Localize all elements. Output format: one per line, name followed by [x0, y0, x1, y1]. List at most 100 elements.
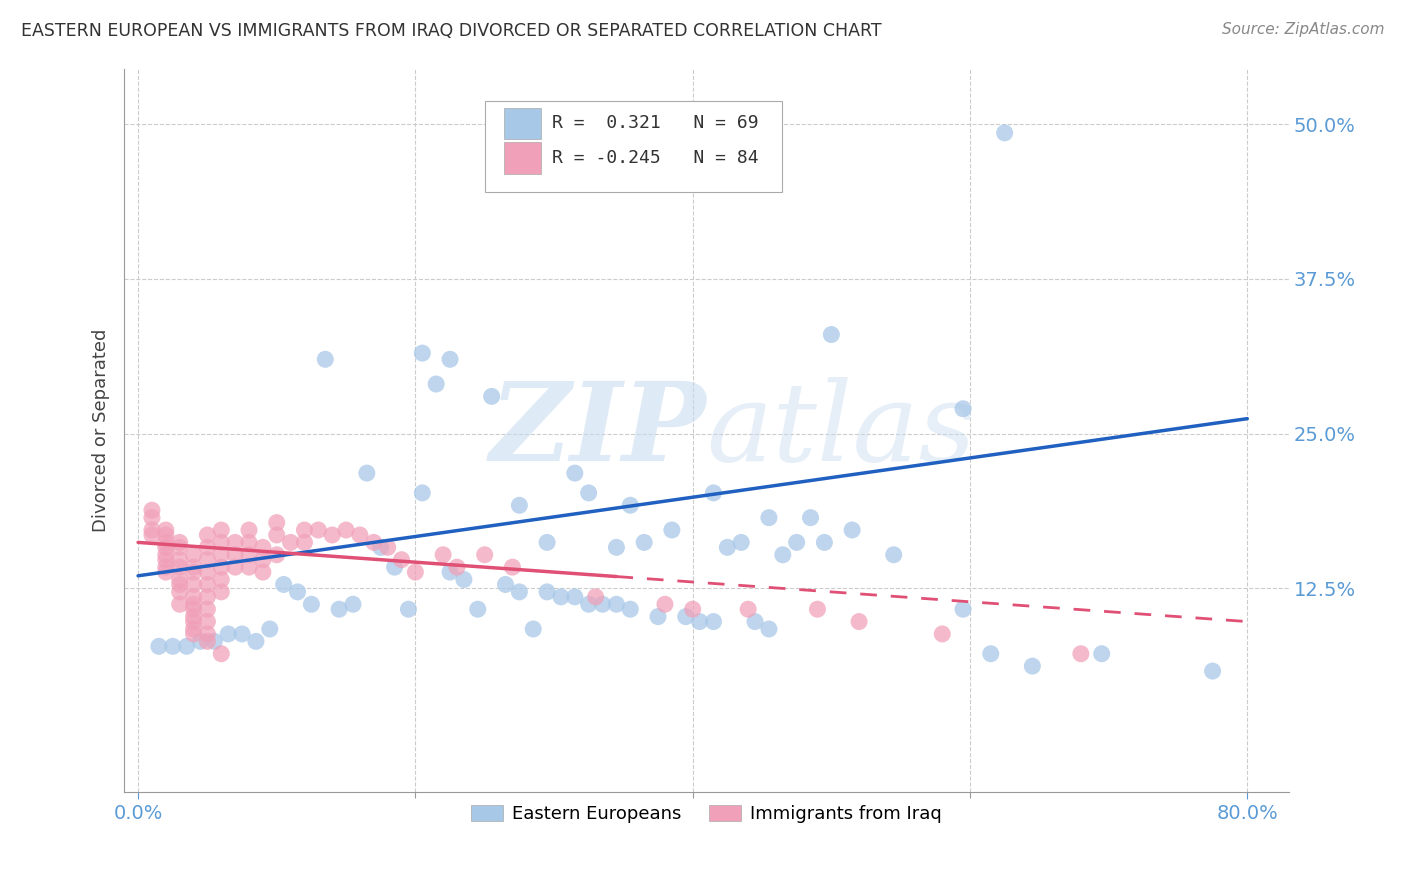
Point — [605, 597, 627, 611]
Point — [411, 486, 433, 500]
Point — [155, 523, 177, 537]
Point — [1021, 659, 1043, 673]
Point — [647, 609, 669, 624]
Point — [183, 565, 205, 579]
Point — [439, 565, 461, 579]
Point — [813, 535, 835, 549]
Point — [183, 548, 205, 562]
Point — [217, 627, 239, 641]
Point — [273, 577, 295, 591]
Point — [190, 634, 212, 648]
Point — [820, 327, 842, 342]
Text: atlas: atlas — [707, 376, 976, 484]
Point — [744, 615, 766, 629]
Point — [155, 535, 177, 549]
Point — [141, 503, 163, 517]
Point — [183, 609, 205, 624]
Point — [169, 573, 191, 587]
Point — [169, 597, 191, 611]
Point — [605, 541, 627, 555]
Point — [578, 486, 600, 500]
Point — [702, 486, 724, 500]
Point — [675, 609, 697, 624]
Point — [633, 535, 655, 549]
Text: Source: ZipAtlas.com: Source: ZipAtlas.com — [1222, 22, 1385, 37]
Point — [508, 585, 530, 599]
Point — [209, 647, 232, 661]
Point — [209, 585, 232, 599]
Point — [183, 602, 205, 616]
Point — [197, 602, 219, 616]
Point — [197, 590, 219, 604]
Point — [377, 541, 399, 555]
Point — [391, 552, 413, 566]
Point — [1091, 647, 1114, 661]
Point — [252, 541, 274, 555]
Point — [183, 622, 205, 636]
Point — [197, 552, 219, 566]
FancyBboxPatch shape — [503, 108, 541, 139]
Point — [848, 615, 870, 629]
Point — [266, 516, 288, 530]
Point — [335, 523, 357, 537]
Point — [224, 535, 246, 549]
Point — [155, 560, 177, 574]
Point — [197, 577, 219, 591]
Point — [252, 552, 274, 566]
Point — [245, 634, 267, 648]
Point — [931, 627, 953, 641]
Point — [702, 615, 724, 629]
Point — [730, 535, 752, 549]
Point — [183, 627, 205, 641]
Point — [183, 615, 205, 629]
Point — [536, 585, 558, 599]
Point — [197, 565, 219, 579]
Point — [619, 498, 641, 512]
Point — [474, 548, 496, 562]
Point — [564, 590, 586, 604]
FancyBboxPatch shape — [503, 143, 541, 174]
Point — [716, 541, 738, 555]
Point — [654, 597, 676, 611]
Point — [197, 528, 219, 542]
Point — [294, 535, 316, 549]
Point — [994, 126, 1017, 140]
Point — [176, 640, 198, 654]
Text: R = -0.245   N = 84: R = -0.245 N = 84 — [551, 149, 758, 167]
Point — [349, 528, 371, 542]
Point — [183, 577, 205, 591]
Point — [384, 560, 406, 574]
Point — [550, 590, 572, 604]
Point — [799, 510, 821, 524]
Y-axis label: Divorced or Separated: Divorced or Separated — [93, 329, 110, 533]
Point — [578, 597, 600, 611]
Point — [321, 528, 343, 542]
Point — [501, 560, 523, 574]
Point — [183, 560, 205, 574]
Point — [209, 523, 232, 537]
Point — [169, 541, 191, 555]
Point — [155, 552, 177, 566]
Point — [1070, 647, 1092, 661]
Point — [197, 615, 219, 629]
Point — [238, 523, 260, 537]
Point — [238, 560, 260, 574]
Point — [404, 565, 426, 579]
Point — [398, 602, 420, 616]
Point — [252, 565, 274, 579]
Point — [162, 640, 184, 654]
Point — [682, 602, 704, 616]
Point — [141, 510, 163, 524]
Point — [169, 552, 191, 566]
Point — [259, 622, 281, 636]
Point — [141, 528, 163, 542]
Point — [342, 597, 364, 611]
Point — [197, 541, 219, 555]
Point — [155, 548, 177, 562]
Point — [209, 560, 232, 574]
Point — [197, 634, 219, 648]
Point — [169, 577, 191, 591]
Point — [1201, 664, 1223, 678]
Text: EASTERN EUROPEAN VS IMMIGRANTS FROM IRAQ DIVORCED OR SEPARATED CORRELATION CHART: EASTERN EUROPEAN VS IMMIGRANTS FROM IRAQ… — [21, 22, 882, 40]
Point — [841, 523, 863, 537]
